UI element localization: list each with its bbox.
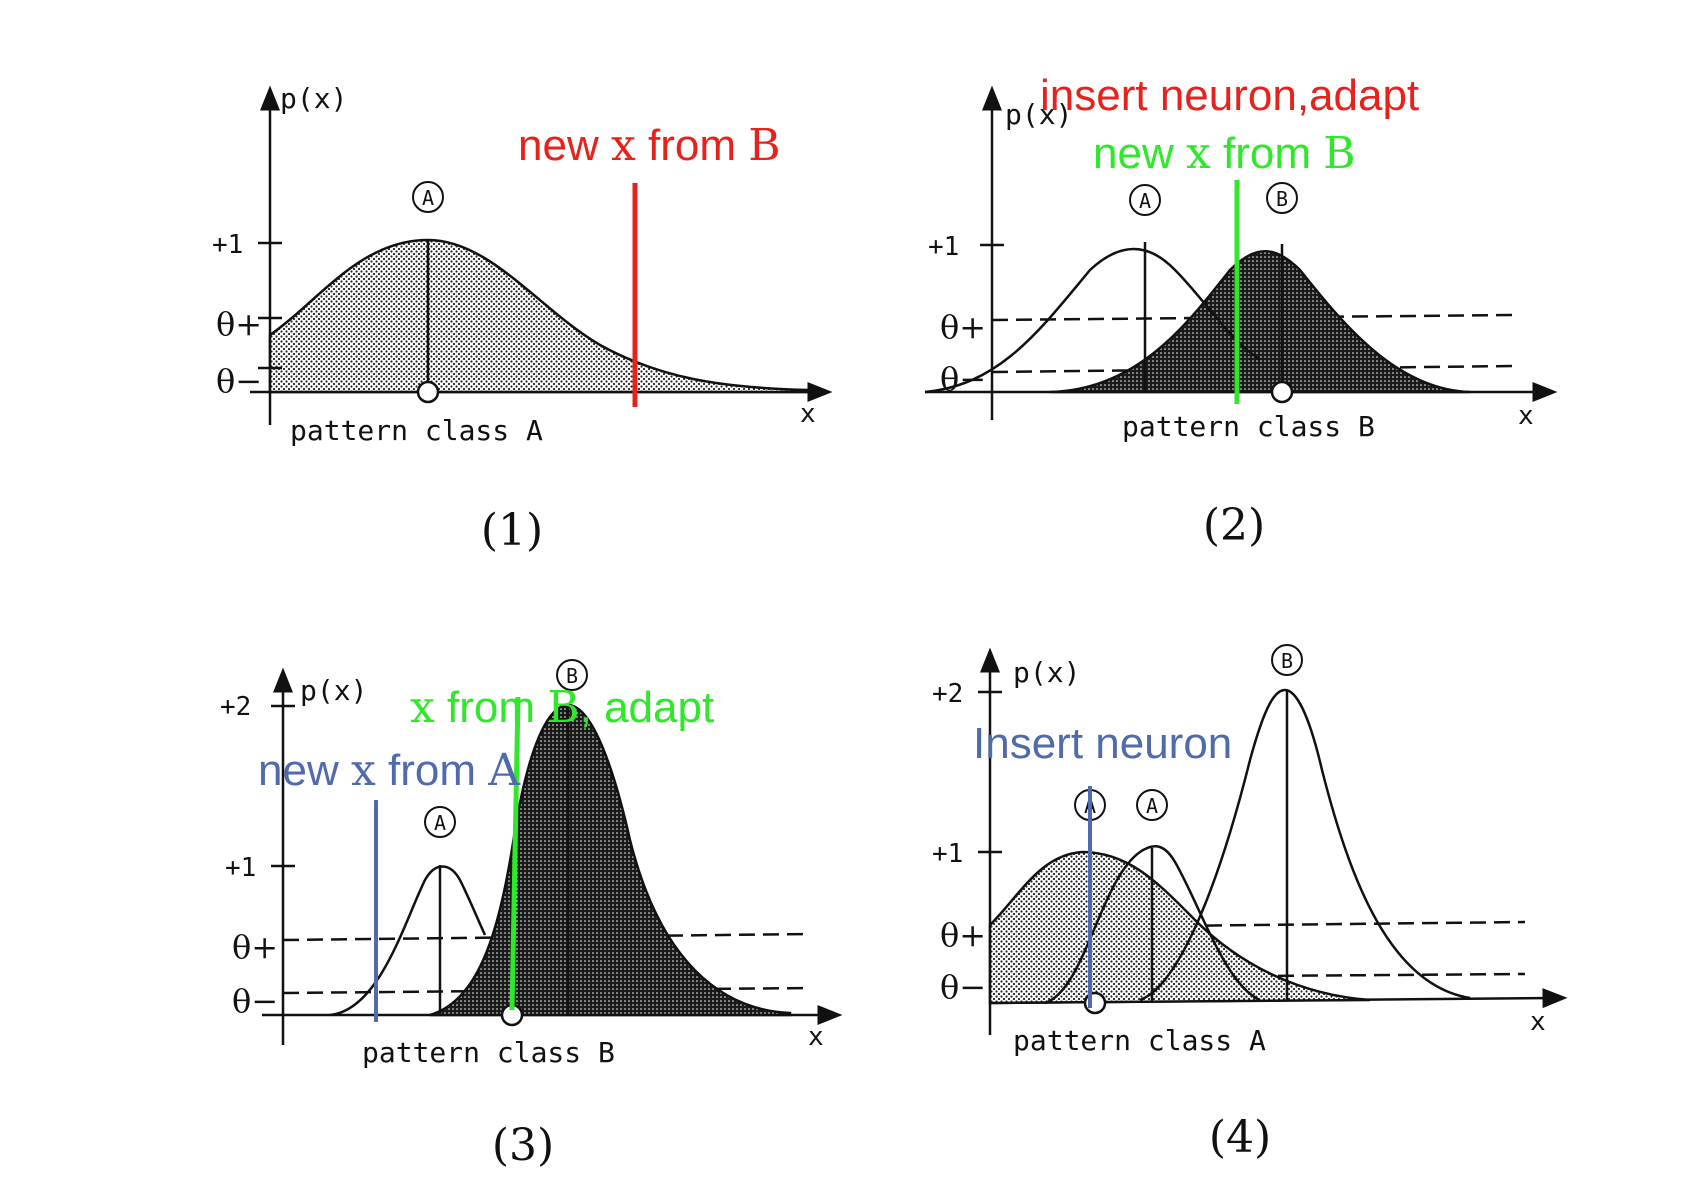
panel-1-caption: (1): [481, 505, 543, 556]
panel-4-caption: (4): [1209, 1112, 1271, 1163]
panel-2-y-label: p(x): [1005, 98, 1072, 131]
panel-1-tick-theta-plus: θ+: [216, 305, 262, 343]
panel-2-neuron-b-label: B: [1276, 187, 1288, 211]
panel-4-curve-a-wide-filled: [988, 850, 1371, 1005]
panel-1-tick-theta-minus: θ−: [216, 362, 262, 400]
panel-2-sample-point: [1270, 380, 1294, 404]
panel-2-neuron-a-label: A: [1139, 189, 1151, 213]
panel-2-x-label: x: [1518, 401, 1534, 431]
panel-3-threshold-lines: [282, 932, 811, 995]
panel-3-x-label: x: [808, 1022, 824, 1052]
panel-4-x-label: x: [1530, 1007, 1546, 1037]
panel-3-caption: (3): [492, 1120, 554, 1171]
panel-1-neuron-a-label: A: [422, 186, 434, 210]
panel-4-y-label: p(x): [1013, 656, 1080, 689]
panel-3-annotation-new-x-from-a: new x from A: [258, 745, 521, 796]
panel-3-tick-theta-plus: θ+: [232, 928, 278, 966]
panel-2-annotation-insert-neuron: insert neuron,adapt: [1040, 71, 1419, 120]
panel-2-tick-plus1: +1: [928, 232, 959, 262]
panel-4-tick-plus1: +1: [932, 839, 963, 869]
panel-3-tick-plus1: +1: [225, 853, 256, 883]
panel-4-neuron-b-marker: [1271, 644, 1303, 676]
panel-4-tick-plus2: +2: [932, 679, 963, 709]
panel-3-neuron-b-marker: [556, 659, 588, 691]
panel-4-class-label: pattern class A: [1013, 1024, 1266, 1057]
panel-4: A A B p(x) +2 +1 θ+ θ− x pattern class A…: [932, 644, 1568, 1163]
panel-3: A B p(x) +2 +1 θ+ θ− x pattern class B (…: [220, 659, 843, 1171]
panel-3-neuron-a-label: A: [434, 811, 446, 835]
panel-2-curve-b-filled: [1049, 250, 1471, 394]
panel-2-threshold-lines: [991, 313, 1516, 374]
panel-4-tick-theta-minus: θ−: [940, 968, 986, 1006]
panel-1: A p(x) +1 θ+ θ− x pattern class A (1) ne…: [212, 82, 833, 556]
panel-1-annotation-new-x-from-b: new x from B: [518, 120, 781, 171]
panel-3-tick-theta-minus: θ−: [232, 982, 278, 1020]
panel-1-y-label: p(x): [280, 82, 347, 115]
panel-2-curve-a: [924, 247, 1261, 394]
panel-3-curve-b-filled: [429, 703, 792, 1017]
panel-4-neuron-a2-label: A: [1146, 794, 1158, 818]
panel-1-neuron-a-marker: [412, 181, 444, 213]
panel-2-annotation-new-x-from-b: new x from B: [1093, 128, 1356, 179]
panel-2-class-label: pattern class B: [1122, 410, 1375, 443]
panel-4-curve-b: [1139, 688, 1471, 1002]
panel-2-caption: (2): [1203, 500, 1265, 551]
panel-3-adapt-sample-line: [509, 696, 521, 1011]
panel-1-x-label: x: [800, 399, 816, 429]
panel-3-annotation-x-from-b-adapt: x from B, adapt: [410, 682, 714, 733]
panel-4-tick-theta-plus: θ+: [940, 916, 986, 954]
panel-1-curve-a-filled: [268, 238, 812, 394]
panel-3-y-label: p(x): [300, 674, 367, 707]
panel-1-tick-plus1: +1: [212, 230, 243, 260]
panel-3-class-label: pattern class B: [362, 1036, 615, 1069]
panel-2-neuron-a-marker: [1129, 184, 1161, 216]
panel-4-neuron-b-label: B: [1281, 649, 1293, 673]
panel-4-annotation-insert-neuron: Insert neuron: [973, 719, 1232, 768]
panel-3-neuron-b-label: B: [566, 664, 578, 688]
panel-1-class-label: pattern class A: [290, 414, 543, 447]
panel-3-tick-plus2: +2: [220, 692, 251, 722]
panel-1-sample-point: [416, 380, 440, 404]
panel-3-neuron-a-marker: [424, 806, 456, 838]
panel-2-neuron-b-marker: [1266, 182, 1298, 214]
panel-4-curve-a-narrow: [1044, 845, 1261, 1005]
panel-2-tick-theta-plus: θ+: [940, 308, 986, 346]
panel-2: A B p(x) +1 θ+ θ− x pattern class B (2) …: [924, 71, 1558, 551]
panel-4-neuron-a2-marker: [1136, 789, 1168, 821]
panel-2-tick-theta-minus: θ−: [940, 360, 986, 398]
